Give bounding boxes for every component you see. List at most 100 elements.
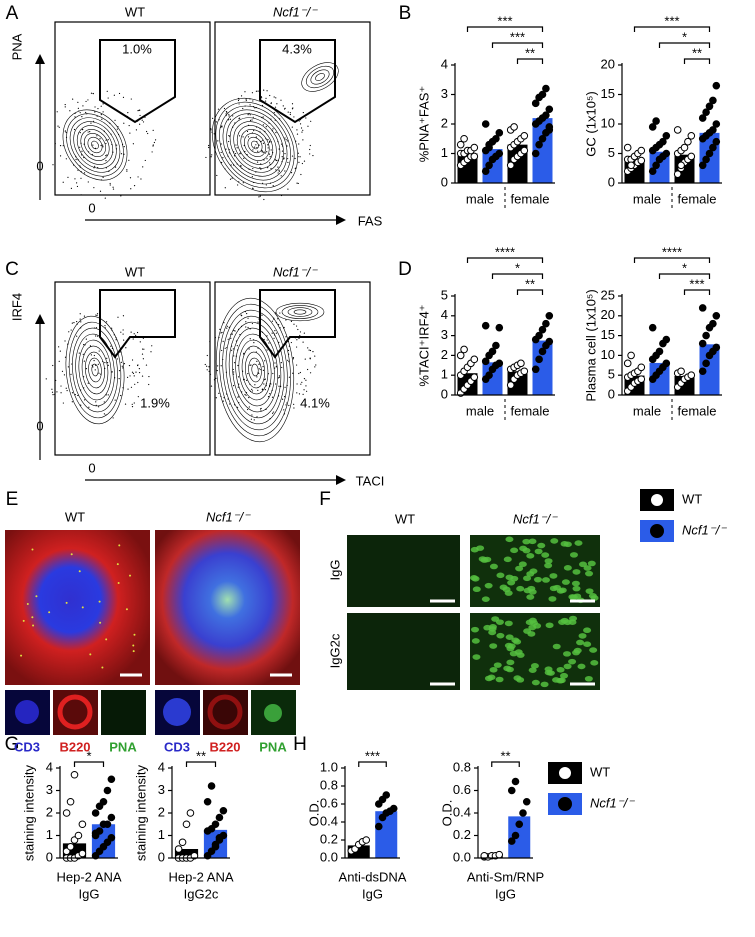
event-dot bbox=[212, 117, 214, 119]
event-dot bbox=[107, 139, 109, 141]
event-dot bbox=[111, 327, 113, 329]
event-dot bbox=[228, 140, 230, 143]
event-dot bbox=[51, 388, 53, 390]
channel-label: PNA bbox=[259, 739, 287, 754]
event-dot bbox=[104, 197, 106, 199]
contour bbox=[76, 125, 114, 165]
data-point bbox=[545, 105, 554, 114]
genotype-label: Ncf1⁻/⁻ bbox=[206, 509, 251, 524]
data-point bbox=[698, 339, 707, 348]
event-dot bbox=[246, 312, 248, 315]
nucleus bbox=[531, 679, 540, 686]
event-dot bbox=[64, 106, 66, 108]
event-dot bbox=[285, 404, 287, 406]
nucleus bbox=[526, 571, 535, 577]
event-dot bbox=[62, 181, 64, 183]
event-dot bbox=[117, 316, 119, 318]
event-dot bbox=[259, 195, 261, 197]
event-dot bbox=[210, 128, 212, 130]
nucleus bbox=[578, 633, 587, 639]
event-dot bbox=[287, 188, 289, 190]
event-dot bbox=[139, 109, 141, 111]
event-dot bbox=[276, 103, 278, 105]
event-dot bbox=[252, 100, 254, 102]
event-dot bbox=[134, 383, 136, 385]
legend-marker bbox=[558, 766, 572, 780]
event-dot bbox=[249, 114, 251, 116]
nucleus bbox=[481, 596, 490, 602]
nucleus bbox=[503, 556, 512, 563]
event-dot bbox=[302, 129, 304, 131]
event-dot bbox=[302, 341, 304, 343]
stain-dot bbox=[35, 595, 38, 598]
event-dot bbox=[89, 131, 91, 133]
event-dot bbox=[266, 349, 268, 351]
event-dot bbox=[309, 357, 311, 359]
y-axis-label: %TACI⁺IRF4⁺ bbox=[416, 304, 431, 386]
event-dot bbox=[296, 346, 298, 348]
event-dot bbox=[94, 111, 96, 113]
event-dot bbox=[102, 144, 104, 146]
event-dot bbox=[64, 130, 67, 132]
event-dot bbox=[83, 360, 85, 362]
row-label: IgG2c bbox=[327, 633, 342, 668]
event-dot bbox=[114, 166, 117, 168]
event-dot bbox=[142, 348, 144, 350]
event-dot bbox=[314, 355, 316, 357]
event-dot bbox=[237, 99, 240, 102]
event-dot bbox=[268, 141, 271, 143]
event-dot bbox=[126, 376, 129, 379]
channel-image bbox=[101, 690, 146, 735]
event-dot bbox=[299, 334, 301, 337]
y-axis-label: Plasma cell (1x10⁵) bbox=[583, 289, 598, 401]
data-point bbox=[684, 137, 692, 146]
event-dot bbox=[128, 364, 131, 367]
event-dot bbox=[253, 129, 255, 132]
event-dot bbox=[299, 156, 301, 158]
event-dot bbox=[291, 126, 293, 128]
event-dot bbox=[96, 313, 99, 315]
gate bbox=[99, 39, 176, 124]
event-dot bbox=[298, 337, 300, 339]
event-dot bbox=[97, 335, 99, 337]
ana-image bbox=[347, 613, 460, 690]
contour bbox=[78, 339, 112, 401]
event-dot bbox=[83, 172, 86, 174]
significance-label: *** bbox=[510, 29, 525, 44]
panel-letter: B bbox=[399, 3, 412, 24]
event-dot bbox=[208, 366, 210, 368]
nucleus bbox=[495, 676, 504, 683]
event-dot bbox=[248, 406, 250, 408]
event-dot bbox=[281, 156, 283, 158]
nucleus bbox=[563, 663, 572, 670]
event-dot bbox=[312, 351, 314, 353]
event-dot bbox=[127, 388, 129, 390]
data-point bbox=[520, 367, 529, 376]
event-dot bbox=[228, 115, 230, 117]
event-dot bbox=[79, 146, 81, 148]
data-point bbox=[677, 367, 685, 376]
event-dot bbox=[238, 135, 241, 137]
gate-label: 4.1% bbox=[300, 395, 330, 410]
y-tick-label: 1 bbox=[441, 145, 448, 160]
event-dot bbox=[258, 363, 260, 365]
event-dot bbox=[216, 174, 218, 177]
event-dot bbox=[128, 159, 130, 161]
nucleus bbox=[563, 565, 572, 571]
event-dot bbox=[142, 166, 144, 168]
event-dot bbox=[274, 330, 276, 332]
contour bbox=[215, 297, 295, 443]
data-point bbox=[481, 357, 490, 366]
event-dot bbox=[58, 360, 60, 362]
channel-image bbox=[15, 700, 39, 724]
y-tick-label: 0 bbox=[441, 174, 448, 189]
nucleus bbox=[470, 546, 479, 553]
event-dot bbox=[79, 132, 81, 134]
event-dot bbox=[142, 121, 145, 123]
event-dot bbox=[98, 372, 100, 374]
nucleus bbox=[550, 538, 559, 544]
event-dot bbox=[292, 372, 294, 374]
zero-label: 0 bbox=[88, 460, 95, 475]
event-dot bbox=[297, 328, 299, 331]
